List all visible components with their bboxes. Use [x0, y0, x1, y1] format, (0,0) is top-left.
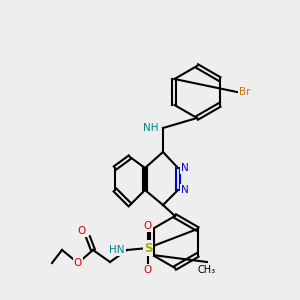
Text: N: N	[181, 185, 189, 195]
Text: NH: NH	[143, 123, 159, 133]
Text: O: O	[74, 258, 82, 268]
Text: O: O	[144, 221, 152, 231]
Text: S: S	[144, 242, 152, 254]
Text: Br: Br	[239, 87, 250, 97]
Text: O: O	[78, 226, 86, 236]
Text: N: N	[181, 163, 189, 173]
Text: O: O	[144, 265, 152, 275]
Text: CH₃: CH₃	[198, 265, 216, 275]
Text: HN: HN	[110, 245, 125, 255]
